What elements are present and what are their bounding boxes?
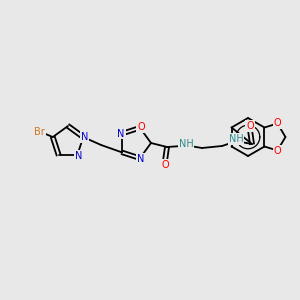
Text: O: O (246, 121, 254, 131)
Text: O: O (274, 118, 281, 128)
Text: O: O (137, 122, 145, 132)
Text: N: N (117, 129, 125, 139)
Text: O: O (161, 160, 169, 170)
Text: N: N (75, 151, 82, 161)
Text: NH: NH (178, 139, 194, 149)
Text: Br: Br (34, 127, 45, 137)
Text: NH: NH (229, 134, 243, 144)
Text: O: O (274, 146, 281, 155)
Text: N: N (137, 154, 145, 164)
Text: N: N (80, 132, 88, 142)
